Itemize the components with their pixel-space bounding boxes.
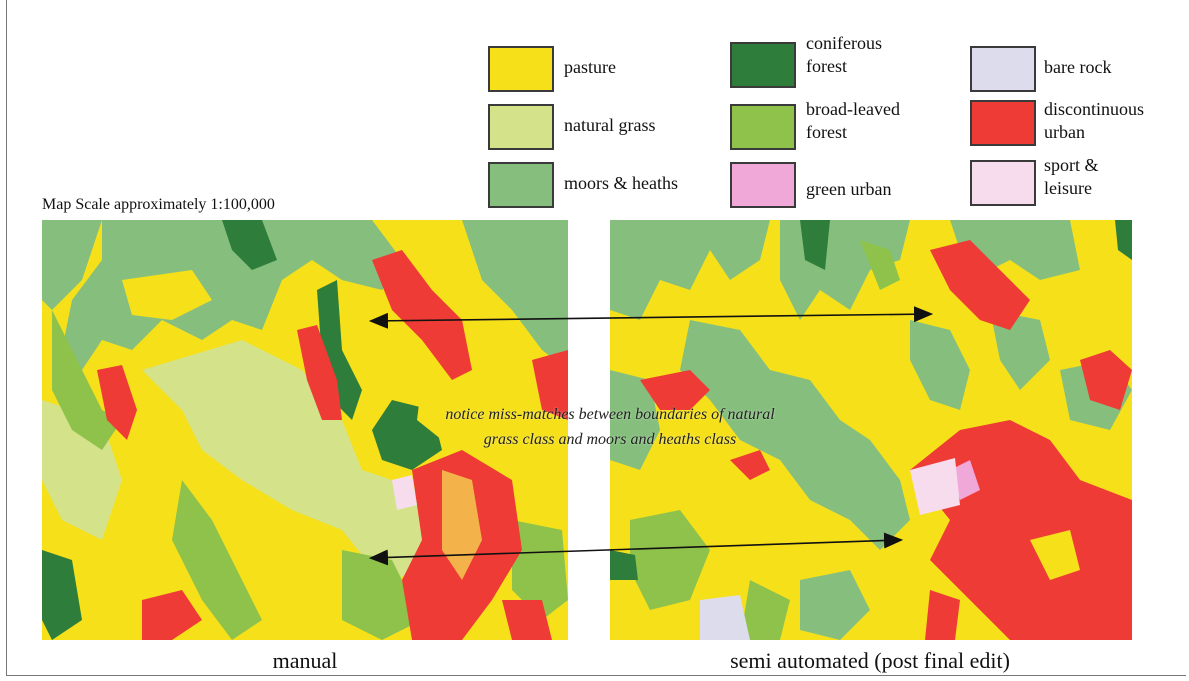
legend-label-broad-leaved-forest: broad-leaved forest bbox=[806, 99, 900, 142]
legend-label-green-urban: green urban bbox=[806, 179, 892, 199]
legend-swatch-natural-grass bbox=[488, 104, 554, 150]
legend-label-pasture: pasture bbox=[564, 57, 616, 77]
legend-swatch-bare-rock bbox=[970, 46, 1036, 92]
arrow-lower bbox=[368, 532, 904, 566]
legend-label-sport-leisure: sport & leisure bbox=[1044, 155, 1099, 198]
map-scale-text: Map Scale approximately 1:100,000 bbox=[42, 196, 275, 213]
legend-swatch-discontinuous-urban bbox=[970, 100, 1036, 146]
legend-swatch-sport-leisure bbox=[970, 160, 1036, 206]
legend-swatch-broad-leaved-forest bbox=[730, 104, 796, 150]
figure-frame bbox=[6, 0, 1186, 676]
legend-label-bare-rock: bare rock bbox=[1044, 57, 1112, 77]
arrow-upper bbox=[368, 306, 934, 329]
legend-swatch-green-urban bbox=[730, 162, 796, 208]
map-manual-canvas bbox=[42, 220, 568, 640]
legend-swatch-coniferous-forest bbox=[730, 42, 796, 88]
map-manual bbox=[42, 220, 568, 640]
legend-label-natural-grass: natural grass bbox=[564, 115, 656, 135]
legend-swatch-moors-heaths bbox=[488, 162, 554, 208]
caption-semi-automated: semi automated (post final edit) bbox=[730, 648, 1010, 673]
legend-label-coniferous-forest: coniferous forest bbox=[806, 33, 882, 76]
legend-swatch-pasture bbox=[488, 46, 554, 92]
caption-manual: manual bbox=[272, 648, 338, 673]
legend-label-moors-heaths: moors & heaths bbox=[564, 173, 678, 193]
legend-label-discontinuous-urban: discontinuous urban bbox=[1044, 99, 1145, 142]
mismatch-annotation: notice miss-matches between boundaries o… bbox=[445, 406, 775, 448]
